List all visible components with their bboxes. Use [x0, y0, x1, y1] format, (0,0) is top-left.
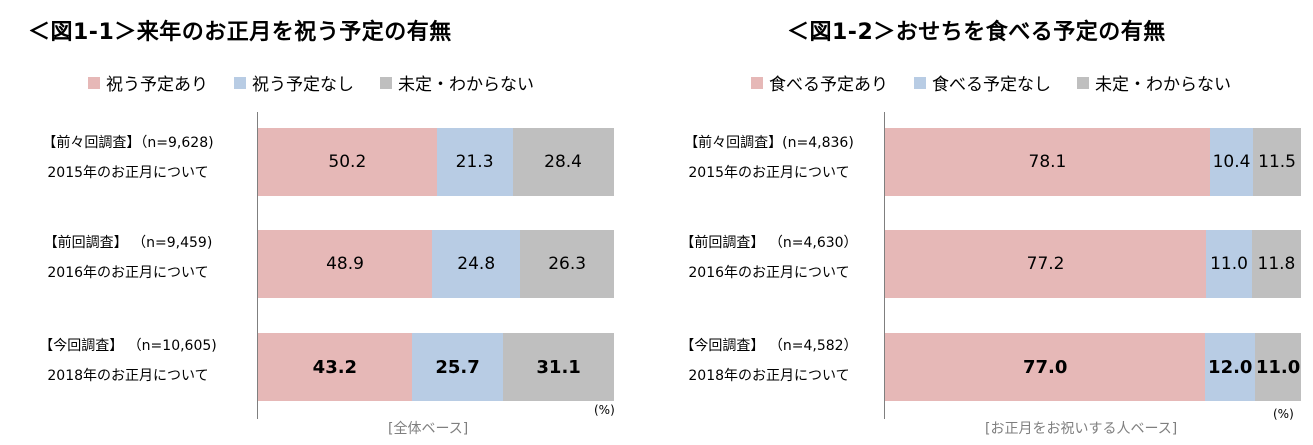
- legend-item: 食べる予定あり: [751, 70, 888, 95]
- legend-item: 祝う予定あり: [88, 70, 208, 95]
- data-label: 11.8: [1257, 254, 1296, 274]
- legend-label: 未定・わからない: [398, 75, 534, 95]
- bar-row: 77.0 12.0 11.0: [885, 333, 1301, 401]
- bar-segment: 50.2: [258, 128, 437, 196]
- bar-segment: 26.3: [520, 230, 614, 298]
- bar-segment: 11.8: [1251, 230, 1301, 298]
- category-label: 【前回調査】 （n=9,459) 2016年のお正月について: [0, 228, 256, 288]
- data-label: 11.0: [1210, 254, 1248, 274]
- category-label: 【前回調査】 （n=4,630） 2016年のお正月について: [655, 228, 883, 288]
- bar-segment: 11.0: [1255, 333, 1301, 401]
- unit-label: (%): [594, 403, 615, 417]
- legend-swatch: [234, 76, 246, 89]
- bar-segment: 48.9: [258, 230, 433, 298]
- bar-row: 50.2 21.3 28.4: [258, 128, 614, 196]
- category-label: 【前々回調査】(n=4,836) 2015年のお正月について: [655, 128, 883, 188]
- bar-segment: 12.0: [1205, 333, 1256, 401]
- category-label-line1: 【前回調査】 （n=4,630）: [680, 235, 858, 251]
- category-axis-line: [884, 112, 885, 419]
- legend-swatch: [1077, 76, 1089, 89]
- chart-title: ＜図1-2＞おせちを食べる予定の有無: [787, 20, 1166, 45]
- legend-label: 祝う予定なし: [252, 75, 354, 95]
- category-label-line2: 2018年のお正月について: [47, 368, 209, 384]
- data-label: 12.0: [1208, 356, 1253, 378]
- bar-row: 78.1 10.4 11.5: [885, 128, 1301, 196]
- data-label: 25.7: [435, 356, 480, 378]
- bar-segment: 78.1: [885, 128, 1210, 196]
- data-label: 26.3: [548, 254, 587, 274]
- category-label-line1: 【前々回調査】（n=9,628): [42, 135, 214, 151]
- bar-segment: 77.0: [885, 333, 1206, 401]
- legend-label: 未定・わからない: [1095, 75, 1231, 95]
- legend-item: 祝う予定なし: [234, 70, 354, 95]
- chart-osechi-plan: ＜図1-2＞おせちを食べる予定の有無 食べる予定あり 食べる予定なし 未定・わからな…: [655, 0, 1313, 445]
- data-label: 78.1: [1028, 152, 1067, 172]
- bar-segment: 11.0: [1206, 230, 1252, 298]
- data-label: 48.9: [326, 254, 364, 274]
- bar-segment: 24.8: [432, 230, 521, 298]
- base-note: [お正月をお祝いする人ベース]: [985, 421, 1178, 437]
- category-label-line2: 2015年のお正月について: [688, 165, 850, 181]
- chart-title: ＜図1-1＞来年のお正月を祝う予定の有無: [28, 20, 452, 45]
- data-label: 31.1: [536, 356, 581, 378]
- base-note: [全体ベース]: [388, 421, 469, 437]
- data-label: 43.2: [312, 356, 358, 378]
- bar-segment: 43.2: [258, 333, 412, 401]
- bar-segment: 21.3: [436, 128, 513, 196]
- category-label-line1: 【今回調査】 （n=10,605): [39, 338, 217, 354]
- data-label: 11.0: [1255, 356, 1301, 378]
- legend-swatch: [380, 76, 392, 89]
- bar-segment: 10.4: [1209, 128, 1254, 196]
- legend-swatch: [88, 76, 100, 89]
- data-label: 77.0: [1022, 356, 1068, 378]
- category-axis-line: [257, 112, 258, 419]
- category-label-line2: 2018年のお正月について: [688, 368, 850, 384]
- bar-row: 43.2 25.7 31.1: [258, 333, 614, 401]
- data-label: 50.2: [328, 152, 367, 172]
- category-label: 【今回調査】 （n=10,605) 2018年のお正月について: [0, 331, 256, 391]
- category-label-line2: 2016年のお正月について: [688, 265, 850, 281]
- unit-label: (%): [1273, 407, 1294, 421]
- data-label: 10.4: [1212, 152, 1251, 172]
- legend-item: 食べる予定なし: [914, 70, 1051, 95]
- bar-segment: 77.2: [885, 230, 1207, 298]
- category-label-line1: 【前々回調査】(n=4,836): [684, 135, 854, 151]
- legend-item: 未定・わからない: [380, 70, 534, 95]
- data-label: 11.5: [1258, 152, 1296, 172]
- category-label: 【前々回調査】（n=9,628) 2015年のお正月について: [0, 128, 256, 188]
- legend-swatch: [751, 76, 763, 89]
- legend-item: 未定・わからない: [1077, 70, 1231, 95]
- bar-segment: 11.5: [1253, 128, 1301, 196]
- bar-segment: 28.4: [512, 128, 614, 196]
- legend-label: 食べる予定なし: [932, 75, 1051, 95]
- data-label: 77.2: [1026, 254, 1065, 274]
- legend-label: 祝う予定あり: [106, 75, 208, 95]
- bar-row: 77.2 11.0 11.8: [885, 230, 1301, 298]
- category-label-line2: 2015年のお正月について: [47, 165, 209, 181]
- legend-label: 食べる予定あり: [769, 75, 888, 95]
- data-label: 21.3: [455, 152, 494, 172]
- category-label-line1: 【前回調査】 （n=9,459): [43, 235, 213, 251]
- data-label: 28.4: [544, 152, 582, 172]
- bar-segment: 25.7: [411, 333, 504, 401]
- bar-row: 48.9 24.8 26.3: [258, 230, 614, 298]
- category-label: 【今回調査】 （n=4,582） 2018年のお正月について: [655, 331, 883, 391]
- legend-swatch: [914, 76, 926, 89]
- category-label-line2: 2016年のお正月について: [47, 265, 209, 281]
- chart-legend: 祝う予定あり 祝う予定なし 未定・わからない: [88, 70, 560, 95]
- category-label-line1: 【今回調査】 （n=4,582）: [680, 338, 858, 354]
- data-label: 24.8: [457, 254, 496, 274]
- chart-celebrate-plan: ＜図1-1＞来年のお正月を祝う予定の有無 祝う予定あり 祝う予定なし 未定・わからな…: [0, 0, 650, 445]
- chart-legend: 食べる予定あり 食べる予定なし 未定・わからない: [751, 70, 1257, 95]
- bar-segment: 31.1: [503, 333, 614, 401]
